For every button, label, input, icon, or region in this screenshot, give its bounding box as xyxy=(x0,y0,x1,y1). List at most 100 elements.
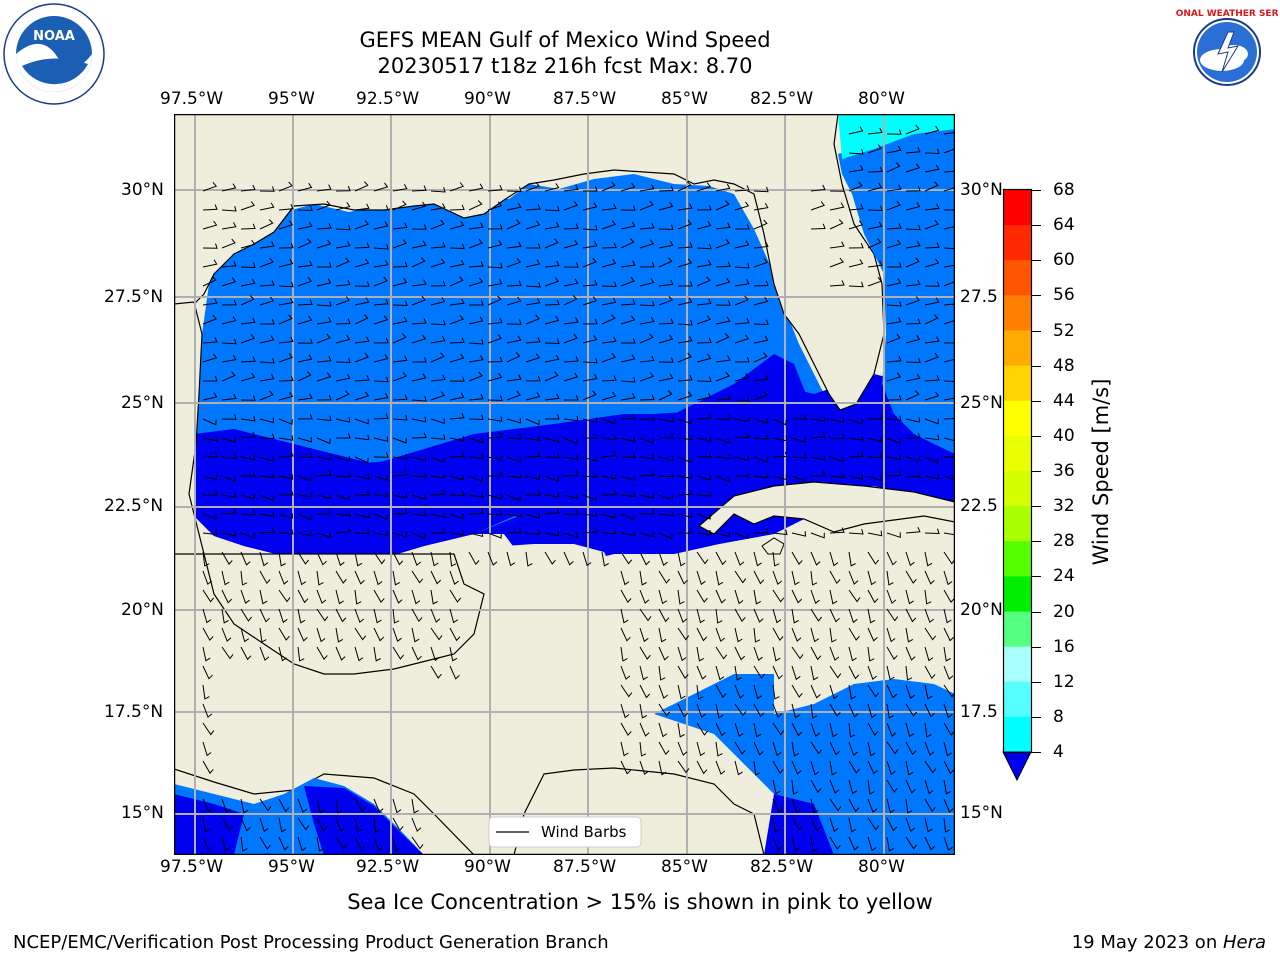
wind-barb xyxy=(221,414,237,420)
wind-barb xyxy=(677,418,692,425)
wind-barb xyxy=(848,836,859,851)
colorbar-tick-label: 52 xyxy=(1053,320,1075,341)
wind-barb xyxy=(259,390,274,401)
wind-barb xyxy=(924,297,940,306)
wind-barb xyxy=(202,435,218,442)
wind-barb xyxy=(715,684,727,699)
wind-barb xyxy=(506,219,521,230)
wind-barb xyxy=(848,165,864,173)
wind-barb xyxy=(905,147,921,154)
wind-barb xyxy=(886,836,895,852)
wind-barb xyxy=(734,608,746,622)
wind-barb xyxy=(335,296,351,306)
wind-barb xyxy=(753,722,762,738)
wind-barb xyxy=(259,357,275,364)
colorbar xyxy=(1002,188,1033,782)
wind-barb xyxy=(620,260,636,268)
wind-barb xyxy=(848,608,858,624)
wind-barb xyxy=(259,202,275,211)
wind-barb xyxy=(886,145,902,154)
colorbar-segment xyxy=(1004,646,1031,683)
wind-barb xyxy=(373,452,389,458)
wind-barb xyxy=(221,205,237,212)
wind-barb xyxy=(848,779,858,795)
wind-barb xyxy=(392,551,404,566)
wind-barb xyxy=(411,224,427,230)
wind-barb xyxy=(924,570,935,585)
wind-barb xyxy=(202,703,213,718)
wind-barb xyxy=(829,703,841,717)
wind-barb xyxy=(601,336,617,344)
wind-barb xyxy=(829,817,839,833)
colorbar-segment xyxy=(1004,611,1031,648)
wind-barb xyxy=(696,665,707,680)
wind-barb xyxy=(278,242,294,249)
wind-barb xyxy=(525,314,540,325)
wind-barb xyxy=(525,259,541,268)
wind-barb xyxy=(354,352,369,363)
wind-barb xyxy=(373,376,389,383)
wind-barb xyxy=(259,817,269,833)
wind-barb xyxy=(620,315,636,325)
wind-barb xyxy=(658,665,666,681)
wind-barb xyxy=(297,315,313,325)
wind-barb xyxy=(316,300,332,307)
wind-barb xyxy=(810,532,825,539)
wind-barb xyxy=(430,319,446,326)
wind-barb xyxy=(525,220,541,230)
wind-barb xyxy=(924,203,940,211)
wind-barb xyxy=(696,276,711,287)
wind-barb xyxy=(905,760,914,776)
wind-barb xyxy=(221,646,234,660)
wind-barb xyxy=(373,221,389,230)
colorbar-tick-label: 60 xyxy=(1053,250,1075,271)
footer-date: 19 May 2023 on Hera xyxy=(1072,932,1266,953)
wind-barb xyxy=(905,527,921,534)
wind-barb xyxy=(430,489,446,496)
wind-barb xyxy=(582,296,598,306)
wind-barb xyxy=(278,297,294,306)
wind-barb xyxy=(278,646,287,662)
wind-barb xyxy=(677,219,692,230)
wind-barb xyxy=(259,280,275,287)
wind-barb xyxy=(886,532,901,538)
wind-barb xyxy=(449,259,465,268)
wind-barb xyxy=(487,201,503,211)
wind-barb xyxy=(468,551,480,566)
wind-barb xyxy=(867,703,877,719)
wind-barb xyxy=(677,473,693,480)
wind-barb xyxy=(829,836,841,850)
wind-barb xyxy=(848,703,859,718)
wind-barb xyxy=(924,242,940,249)
wind-barb xyxy=(924,817,933,833)
wind-barb xyxy=(848,570,859,585)
wind-barb xyxy=(430,391,446,401)
wind-barb xyxy=(582,417,598,424)
wind-barb xyxy=(202,627,214,642)
wind-barb xyxy=(240,415,256,422)
lon-label: 82.5°W xyxy=(750,89,814,109)
wind-barb xyxy=(221,551,233,565)
wind-barb xyxy=(297,260,313,268)
wind-barb xyxy=(620,760,632,775)
wind-barb xyxy=(601,391,617,401)
wind-barb xyxy=(810,432,826,439)
wind-barb xyxy=(487,455,503,461)
wind-barb xyxy=(944,209,955,211)
wind-barb xyxy=(905,202,921,211)
wind-barb xyxy=(240,239,256,249)
colorbar-tick-mark xyxy=(1031,681,1041,683)
wind-barb xyxy=(259,219,274,230)
wind-barb xyxy=(620,551,633,565)
wind-barb xyxy=(354,314,369,325)
wind-barb xyxy=(734,684,745,699)
wind-barb xyxy=(696,703,706,719)
colorbar-tick-mark xyxy=(1031,506,1041,508)
wind-barb xyxy=(259,186,275,192)
wind-barb xyxy=(886,278,902,287)
wind-barb xyxy=(735,224,750,230)
noaa-logo: NOAA xyxy=(2,2,106,106)
wind-barb xyxy=(582,456,597,462)
wind-barb xyxy=(829,722,838,738)
wind-barb xyxy=(563,470,579,477)
